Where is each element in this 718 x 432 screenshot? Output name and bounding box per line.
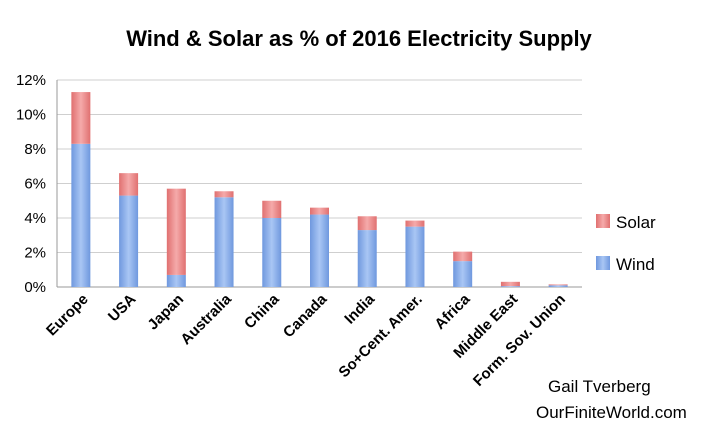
bars xyxy=(71,92,568,287)
y-tick-label: 2% xyxy=(24,245,46,262)
bar-wind-canada xyxy=(310,214,329,287)
bar-solar-australia xyxy=(214,191,234,198)
legend-label-solar: Solar xyxy=(616,213,656,232)
legend: Solar Wind xyxy=(596,213,656,274)
legend-swatch-wind xyxy=(596,256,610,270)
bar-wind-middle-east xyxy=(500,286,520,287)
x-tick-label: So+Cent. Amer. xyxy=(335,291,425,381)
x-tick-label: Africa xyxy=(431,290,474,333)
bar-solar-africa xyxy=(453,251,473,262)
bar-wind-china xyxy=(262,218,282,287)
y-axis-ticks: 0% 2% 4% 6% 8% 10% 12% xyxy=(16,72,46,296)
y-tick-label: 10% xyxy=(16,107,46,124)
x-tick-label: USA xyxy=(105,291,140,326)
bar-wind-africa xyxy=(453,261,473,287)
credit-author: Gail Tverberg xyxy=(548,377,651,396)
x-tick-label: Form. Sov. Union xyxy=(470,291,569,390)
x-tick-label: China xyxy=(241,290,283,332)
bar-wind-so-cent-amer- xyxy=(405,226,425,287)
bar-wind-japan xyxy=(166,274,186,287)
bar-wind-india xyxy=(357,230,377,287)
bar-wind-australia xyxy=(214,197,234,287)
bar-solar-india xyxy=(357,216,377,231)
bar-solar-usa xyxy=(119,173,139,196)
x-tick-label: Japan xyxy=(144,291,187,334)
bar-solar-so-cent-amer- xyxy=(405,220,425,227)
y-tick-label: 6% xyxy=(24,176,46,193)
bar-wind-europe xyxy=(71,143,91,287)
legend-label-wind: Wind xyxy=(616,255,655,274)
chart-title: Wind & Solar as % of 2016 Electricity Su… xyxy=(126,26,592,51)
x-tick-label: Europe xyxy=(43,291,92,340)
legend-swatch-solar xyxy=(596,214,610,228)
y-tick-label: 12% xyxy=(16,72,46,89)
x-tick-label: Canada xyxy=(280,290,331,341)
y-tick-label: 4% xyxy=(24,210,46,227)
y-tick-label: 8% xyxy=(24,141,46,158)
bar-solar-japan xyxy=(166,188,186,275)
bar-solar-europe xyxy=(71,92,91,144)
y-tick-label: 0% xyxy=(24,279,46,296)
bar-wind-form-sov-union xyxy=(548,285,568,287)
bar-solar-middle-east xyxy=(500,281,520,287)
bar-solar-form-sov-union xyxy=(548,284,568,286)
x-tick-label: India xyxy=(341,290,378,327)
credit-site: OurFiniteWorld.com xyxy=(536,403,687,422)
x-tick-label: Australia xyxy=(177,290,235,348)
bar-solar-china xyxy=(262,200,282,218)
bar-wind-usa xyxy=(119,195,139,287)
bar-solar-canada xyxy=(310,207,329,215)
